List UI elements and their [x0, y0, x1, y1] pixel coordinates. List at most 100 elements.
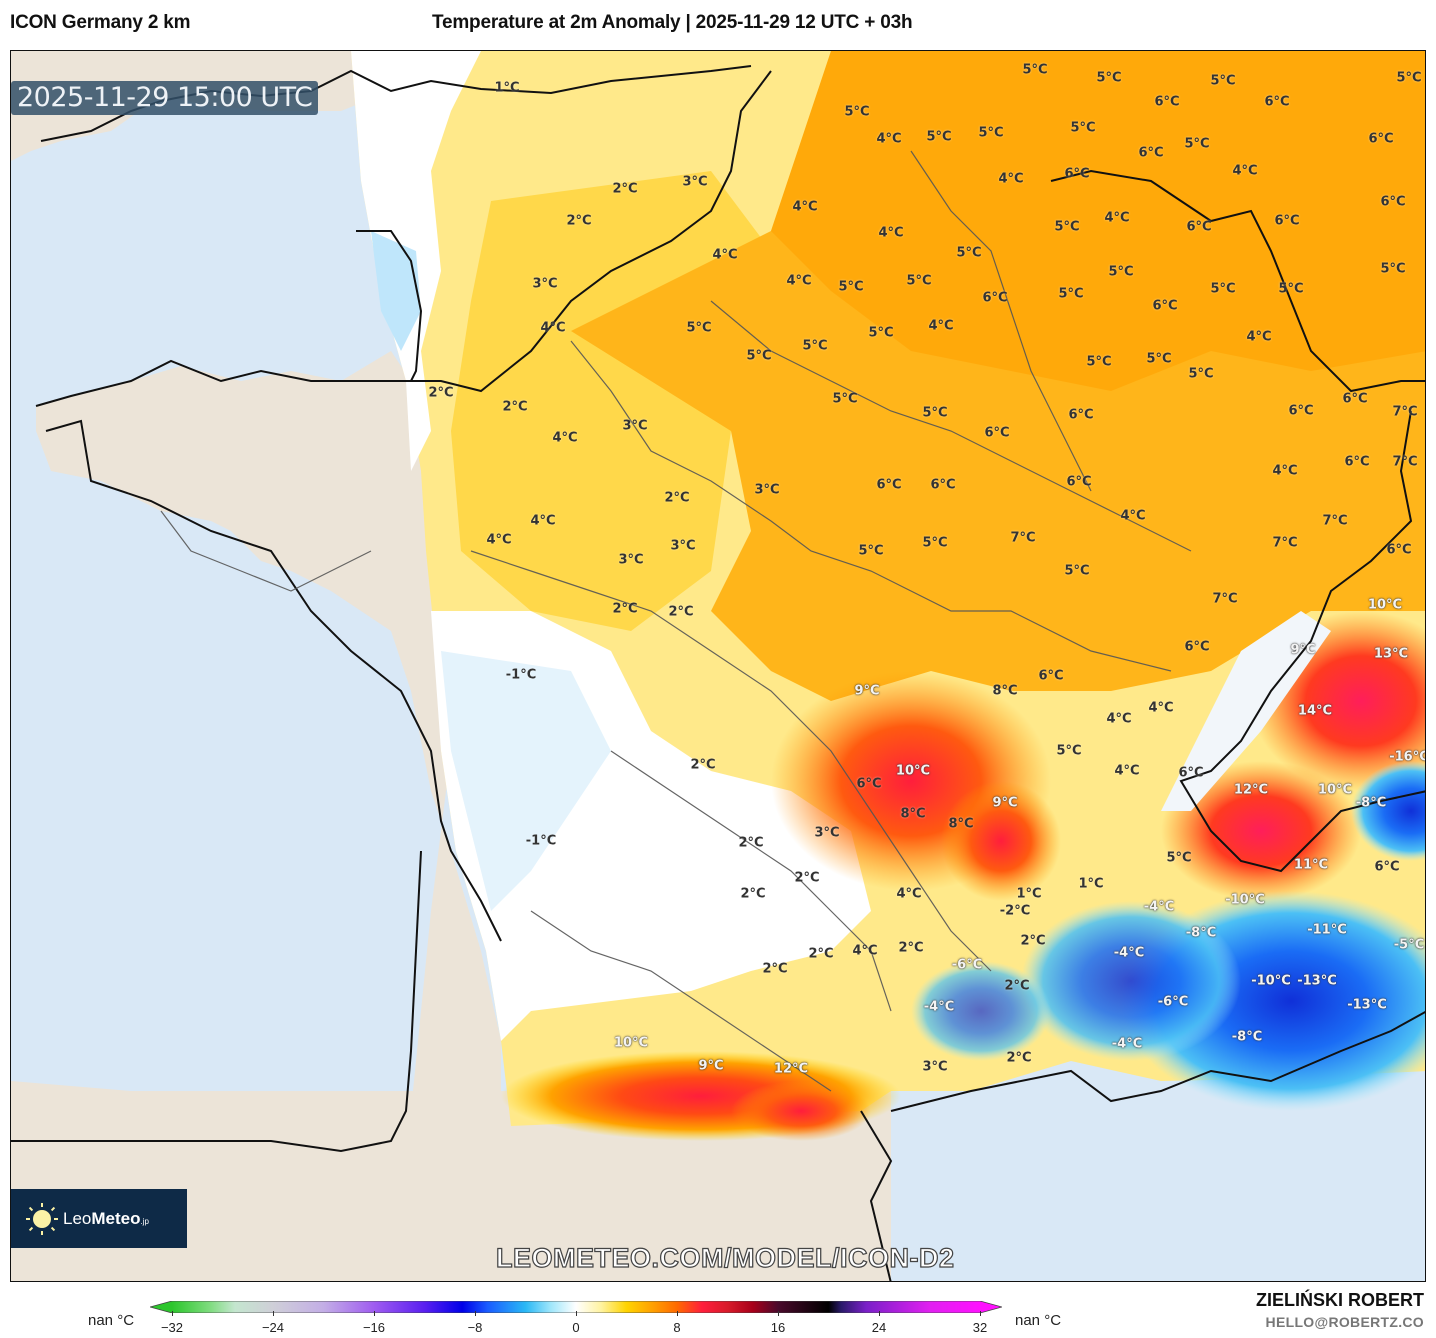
colorbar-tick	[677, 1311, 678, 1316]
temperature-label: -8°C	[1231, 1029, 1263, 1045]
colorbar-tick	[475, 1311, 476, 1316]
temperature-label: 2°C	[762, 961, 788, 977]
temperature-label: 4°C	[876, 131, 902, 147]
temperature-label: -16°C	[1389, 749, 1426, 765]
temperature-label: 6°C	[1386, 542, 1412, 558]
colorbar-tick-label: −32	[160, 1320, 184, 1335]
sun-icon	[25, 1202, 59, 1236]
temperature-label: 6°C	[1288, 403, 1314, 419]
temperature-label: 1°C	[1078, 876, 1104, 892]
temperature-label: 5°C	[1210, 281, 1236, 297]
temperature-label: 2°C	[566, 213, 592, 229]
colorbar-tick	[374, 1311, 375, 1316]
temperature-label: 4°C	[1148, 700, 1174, 716]
temperature-label: 6°C	[1380, 194, 1406, 210]
temperature-label: 5°C	[906, 273, 932, 289]
temperature-label: 6°C	[984, 425, 1010, 441]
temperature-label: 4°C	[1120, 508, 1146, 524]
temperature-label: 4°C	[486, 532, 512, 548]
temperature-label: 6°C	[1274, 213, 1300, 229]
temperature-label: 5°C	[978, 125, 1004, 141]
logo-suffix: .jp	[140, 1216, 149, 1226]
temperature-label: 5°C	[1278, 281, 1304, 297]
temperature-label: 2°C	[740, 886, 766, 902]
temperature-label: -1°C	[505, 667, 537, 683]
temperature-label: 1°C	[494, 80, 520, 96]
temperature-label: 4°C	[1106, 711, 1132, 727]
temperature-label: -4°C	[1143, 899, 1175, 915]
temperature-label: 3°C	[622, 418, 648, 434]
temperature-label: 5°C	[746, 348, 772, 364]
temperature-label: 4°C	[998, 171, 1024, 187]
temperature-label: -6°C	[1157, 994, 1189, 1010]
map-base-layer	[11, 51, 1425, 1281]
temperature-label: 7°C	[1392, 454, 1418, 470]
temperature-label: 11°C	[1293, 857, 1329, 873]
temperature-label: 5°C	[1054, 219, 1080, 235]
temperature-label: 5°C	[922, 535, 948, 551]
temperature-label: 2°C	[1004, 978, 1030, 994]
temperature-label: 3°C	[670, 538, 696, 554]
colorbar	[148, 1298, 1004, 1314]
temperature-label: 5°C	[1086, 354, 1112, 370]
leometeo-logo[interactable]: LeoMeteo.jp	[11, 1189, 187, 1248]
temperature-label: 5°C	[1064, 563, 1090, 579]
url-watermark: LEOMETEO.COM/MODEL/ICON-D2	[495, 1242, 955, 1273]
temperature-label: 5°C	[922, 405, 948, 421]
colorbar-tick-label: −8	[467, 1320, 483, 1335]
colorbar-tick	[576, 1311, 577, 1316]
temperature-label: 12°C	[773, 1061, 809, 1077]
temperature-label: 3°C	[618, 552, 644, 568]
valid-time-badge: 2025-11-29 15:00 UTC	[11, 81, 319, 115]
temperature-label: 3°C	[814, 825, 840, 841]
colorbar-tick-label: 0	[572, 1320, 580, 1335]
author-name: ZIELIŃSKI ROBERT	[1255, 1290, 1424, 1310]
colorbar-tick	[879, 1311, 880, 1316]
temperature-label: 6°C	[856, 776, 882, 792]
temperature-label: 4°C	[1246, 329, 1272, 345]
author-email[interactable]: HELLO@ROBERTZ.CO	[1265, 1314, 1424, 1330]
temperature-label: 7°C	[1272, 535, 1298, 551]
temperature-label: 2°C	[502, 399, 528, 415]
temperature-label: 6°C	[930, 477, 956, 493]
temperature-label: 2°C	[1020, 933, 1046, 949]
temperature-label: -10°C	[1251, 973, 1291, 989]
temperature-label: 4°C	[1272, 463, 1298, 479]
colorbar-tick	[172, 1311, 173, 1316]
temperature-label: 6°C	[1152, 298, 1178, 314]
temperature-label: 10°C	[1367, 597, 1403, 613]
temperature-label: 5°C	[838, 279, 864, 295]
temperature-label: 4°C	[540, 320, 566, 336]
temperature-label: 5°C	[686, 320, 712, 336]
logo-wordmark: LeoMeteo.jp	[63, 1209, 149, 1229]
temperature-label: 4°C	[712, 247, 738, 263]
temperature-label: 6°C	[1184, 639, 1210, 655]
temperature-label: 5°C	[1096, 70, 1122, 86]
temperature-label: 4°C	[786, 273, 812, 289]
temperature-label: 4°C	[1232, 163, 1258, 179]
temperature-label: -10°C	[1225, 892, 1265, 908]
temperature-label: 3°C	[682, 174, 708, 190]
temperature-label: 5°C	[1184, 136, 1210, 152]
temperature-label: 8°C	[900, 806, 926, 822]
temperature-label: 4°C	[530, 513, 556, 529]
temperature-label: 6°C	[1178, 765, 1204, 781]
temperature-label: 5°C	[1058, 286, 1084, 302]
temperature-label: 2°C	[794, 870, 820, 886]
temperature-label: 2°C	[690, 757, 716, 773]
chart-title: Temperature at 2m Anomaly | 2025-11-29 1…	[432, 12, 913, 33]
temperature-label: 5°C	[1380, 261, 1406, 277]
temperature-label: 9°C	[698, 1058, 724, 1074]
temperature-label: 6°C	[1038, 668, 1064, 684]
temperature-label: 4°C	[896, 886, 922, 902]
temperature-label: 2°C	[664, 490, 690, 506]
temperature-label: -4°C	[1113, 945, 1145, 961]
temperature-label: 2°C	[1006, 1050, 1032, 1066]
temperature-label: 5°C	[1108, 264, 1134, 280]
temperature-label: -4°C	[1111, 1036, 1143, 1052]
colorbar-tick-label: 16	[770, 1320, 786, 1335]
temperature-label: 2°C	[808, 946, 834, 962]
temperature-label: 9°C	[1290, 642, 1316, 658]
temperature-label: 4°C	[1104, 210, 1130, 226]
temperature-label: 5°C	[844, 104, 870, 120]
